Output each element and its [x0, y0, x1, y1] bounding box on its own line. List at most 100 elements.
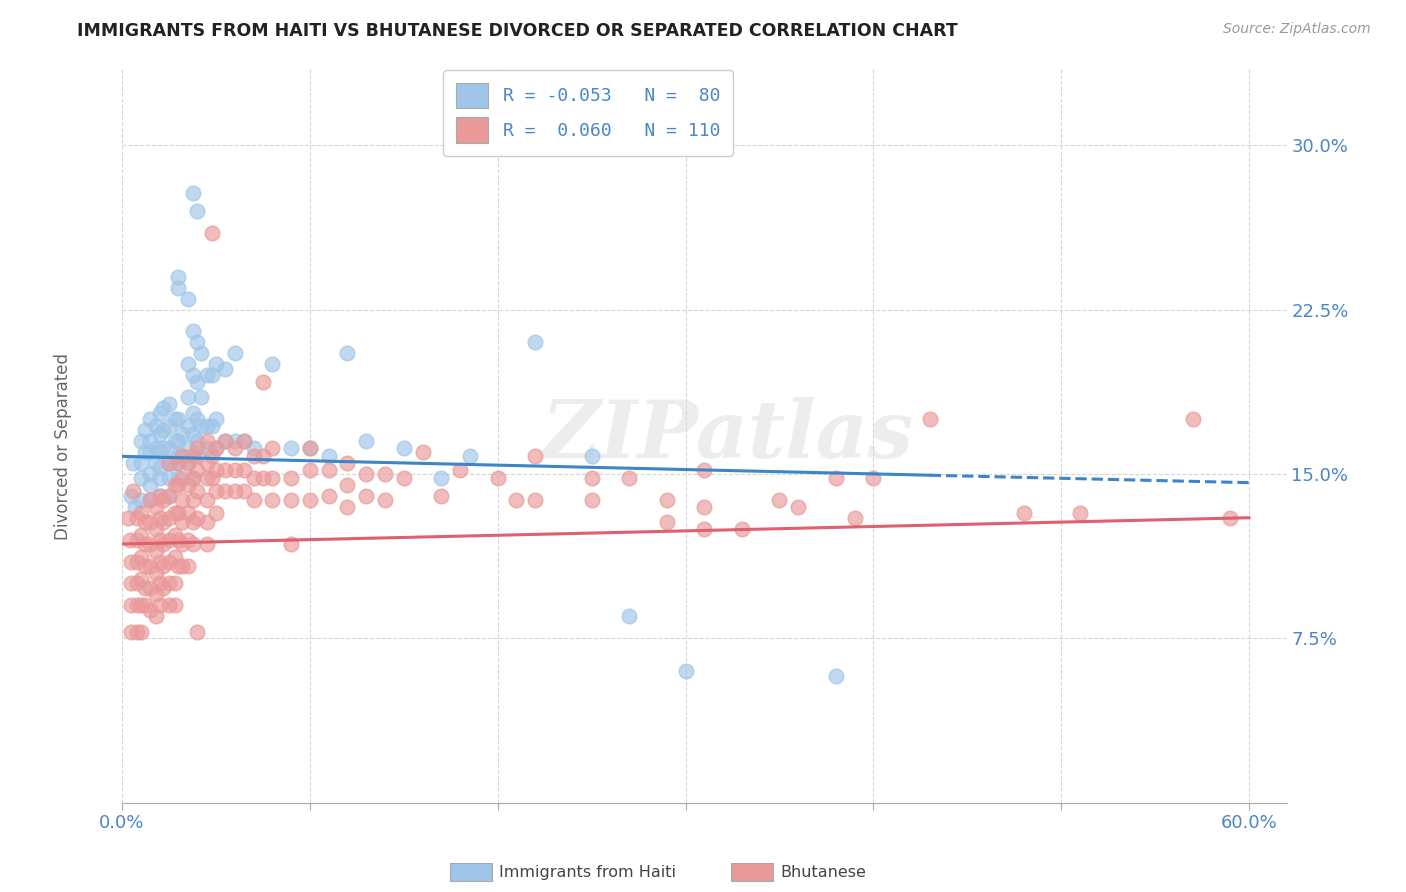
Point: [252, 375, 274, 389]
Point: [195, 434, 218, 448]
Point: [117, 510, 139, 524]
Point: [183, 537, 205, 551]
Point: [617, 609, 640, 624]
Point: [201, 226, 224, 240]
Point: [157, 397, 180, 411]
Point: [145, 609, 167, 624]
Point: [581, 471, 603, 485]
Point: [1181, 412, 1204, 426]
Point: [581, 450, 603, 464]
Point: [118, 533, 141, 547]
Point: [201, 471, 224, 485]
Point: [183, 427, 205, 442]
Point: [134, 558, 156, 573]
Point: [139, 412, 162, 426]
Point: [731, 522, 754, 536]
Point: [157, 489, 180, 503]
Point: [458, 450, 481, 464]
Point: [139, 467, 162, 481]
Point: [120, 555, 142, 569]
Point: [129, 599, 152, 613]
Point: [157, 555, 180, 569]
Point: [122, 484, 145, 499]
Point: [224, 434, 246, 448]
Point: [233, 434, 256, 448]
Point: [145, 441, 167, 455]
Text: Bhutanese: Bhutanese: [780, 865, 866, 880]
Point: [201, 418, 224, 433]
Point: [354, 489, 377, 503]
Point: [242, 450, 264, 464]
Point: [318, 450, 340, 464]
Point: [233, 484, 256, 499]
Point: [152, 401, 174, 416]
Point: [177, 390, 200, 404]
Point: [157, 418, 180, 433]
Point: [145, 456, 167, 470]
Point: [167, 478, 190, 492]
Point: [524, 493, 547, 508]
Point: [336, 456, 359, 470]
Point: [1069, 507, 1091, 521]
Point: [844, 510, 866, 524]
Point: [163, 456, 186, 470]
Point: [392, 471, 415, 485]
Point: [157, 471, 180, 485]
Point: [233, 434, 256, 448]
Point: [224, 484, 246, 499]
Point: [149, 533, 172, 547]
Point: [183, 471, 205, 485]
Point: [149, 555, 172, 569]
Point: [374, 493, 396, 508]
Point: [157, 533, 180, 547]
Point: [120, 489, 142, 503]
Point: [149, 460, 172, 475]
Point: [201, 450, 224, 464]
Point: [183, 515, 205, 529]
Text: Divorced or Separated: Divorced or Separated: [55, 352, 72, 540]
Point: [336, 478, 359, 492]
Point: [449, 462, 471, 476]
Point: [167, 269, 190, 284]
Point: [129, 471, 152, 485]
Point: [190, 346, 212, 360]
Point: [655, 515, 678, 529]
Point: [336, 500, 359, 514]
Point: [122, 456, 145, 470]
Point: [298, 441, 321, 455]
Point: [186, 434, 208, 448]
Point: [617, 471, 640, 485]
Point: [186, 510, 208, 524]
Point: [167, 412, 190, 426]
Point: [693, 462, 716, 476]
Point: [139, 558, 162, 573]
Point: [125, 576, 148, 591]
Point: [139, 478, 162, 492]
Point: [183, 405, 205, 419]
Point: [167, 507, 190, 521]
Point: [152, 441, 174, 455]
Point: [177, 456, 200, 470]
Point: [163, 528, 186, 542]
Point: [167, 450, 190, 464]
Point: [139, 493, 162, 508]
Point: [125, 533, 148, 547]
Point: [134, 581, 156, 595]
Point: [224, 462, 246, 476]
Point: [139, 581, 162, 595]
Point: [149, 489, 172, 503]
Point: [524, 335, 547, 350]
Point: [824, 668, 846, 682]
Point: [125, 624, 148, 639]
Point: [134, 445, 156, 459]
Point: [214, 434, 236, 448]
Point: [262, 441, 284, 455]
Point: [354, 434, 377, 448]
Point: [675, 664, 697, 678]
Point: [186, 375, 208, 389]
Point: [177, 441, 200, 455]
Point: [157, 441, 180, 455]
Point: [205, 412, 228, 426]
Point: [139, 493, 162, 508]
Point: [298, 493, 321, 508]
